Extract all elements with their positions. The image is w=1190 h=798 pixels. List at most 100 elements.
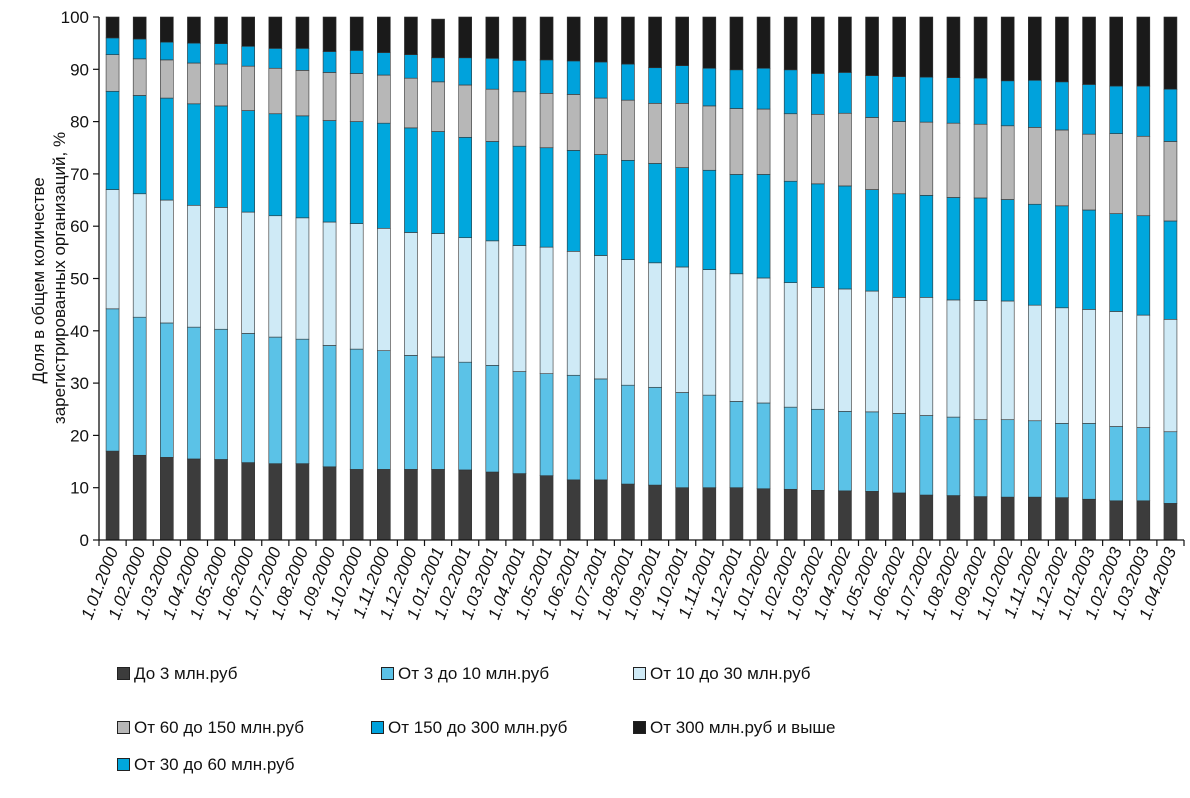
bar-segment-1-36 (1055, 497, 1069, 541)
bar-segment-5-3 (160, 59, 174, 99)
bar-segment-7-17 (539, 16, 554, 61)
y-tick-label: 70 (70, 165, 89, 184)
bar-segment-4-5 (214, 105, 228, 208)
bar-segment-4-16 (512, 145, 527, 246)
bar-segment-4-22 (675, 167, 689, 268)
bar-segment-1-28 (838, 490, 852, 541)
bar-segment-5-20 (621, 99, 635, 161)
legend-item: От 30 до 60 млн.руб (117, 755, 295, 775)
bars-group (105, 16, 1178, 541)
bar-segment-6-40 (1163, 88, 1178, 142)
bar-segment-6-33 (973, 77, 988, 125)
bar-segment-3-37 (1082, 309, 1096, 424)
bar-segment-3-13 (431, 233, 445, 358)
bar-segment-1-33 (973, 496, 988, 541)
bar-segment-1-32 (946, 495, 961, 541)
bar-segment-3-35 (1028, 304, 1042, 422)
bar-segment-6-25 (756, 67, 771, 110)
legend-label: От 3 до 10 млн.руб (398, 664, 550, 683)
bar-segment-1-25 (756, 488, 771, 541)
bar-segment-3-15 (485, 240, 500, 366)
bar-segment-2-10 (349, 348, 364, 470)
bar-segment-6-31 (919, 76, 934, 123)
bar-segment-7-40 (1163, 16, 1178, 90)
bar-segment-3-28 (838, 288, 852, 412)
bar-segment-1-6 (241, 462, 255, 541)
bar-segment-6-39 (1136, 85, 1151, 137)
bar-segment-7-31 (919, 16, 934, 78)
bar-segment-5-38 (1109, 133, 1123, 214)
bar-segment-6-2 (132, 38, 147, 60)
bar-segment-5-23 (702, 105, 717, 171)
bar-segment-2-4 (187, 326, 201, 460)
bar-segment-3-10 (349, 223, 364, 350)
bar-segment-7-10 (349, 16, 364, 51)
bar-segment-5-21 (648, 103, 662, 164)
y-tick-label: 90 (70, 60, 89, 79)
bar-segment-5-15 (485, 88, 500, 142)
bar-segment-7-20 (621, 16, 635, 65)
bar-segment-6-18 (566, 60, 581, 95)
bar-segment-6-36 (1055, 81, 1069, 131)
bar-segment-4-19 (594, 154, 608, 256)
bar-segment-1-39 (1136, 500, 1151, 541)
bar-segment-6-12 (404, 54, 418, 79)
y-tick-label: 80 (70, 113, 89, 132)
bar-segment-7-19 (594, 16, 608, 63)
bar-segment-2-36 (1055, 423, 1069, 498)
bar-segment-4-18 (566, 150, 581, 252)
bar-segment-1-31 (919, 494, 934, 541)
bar-segment-5-31 (919, 121, 934, 196)
bar-segment-1-5 (214, 459, 228, 541)
bar-segment-5-22 (675, 103, 689, 168)
bar-segment-2-5 (214, 328, 228, 460)
bar-segment-5-37 (1082, 133, 1096, 211)
bar-segment-6-27 (811, 73, 825, 115)
bar-segment-5-10 (349, 73, 364, 122)
bar-segment-2-29 (865, 411, 879, 492)
bar-segment-6-29 (865, 75, 879, 118)
bar-segment-2-18 (566, 374, 581, 481)
bar-segment-2-34 (1000, 419, 1015, 498)
bar-segment-4-26 (783, 180, 798, 283)
bar-segment-1-17 (539, 475, 554, 541)
bar-segment-1-9 (322, 466, 337, 541)
legend-item: От 300 млн.руб и выше (633, 718, 836, 738)
bar-segment-6-9 (322, 51, 337, 73)
bar-segment-4-10 (349, 121, 364, 224)
legend-swatch (117, 667, 130, 680)
bar-segment-2-15 (485, 365, 500, 473)
legend-swatch (117, 721, 130, 734)
bar-segment-2-27 (811, 408, 825, 491)
y-tick-label: 10 (70, 479, 89, 498)
bar-segment-7-8 (295, 16, 310, 49)
bar-segment-6-30 (892, 76, 906, 122)
bar-segment-1-1 (105, 450, 120, 541)
bar-segment-1-4 (187, 458, 201, 541)
bar-segment-4-8 (295, 115, 310, 219)
bar-segment-5-33 (973, 123, 988, 199)
bar-segment-7-25 (756, 16, 771, 69)
y-tick-label: 30 (70, 374, 89, 393)
bar-segment-3-5 (214, 207, 228, 330)
bar-segment-1-7 (268, 463, 283, 541)
bar-segment-2-8 (295, 338, 310, 464)
bar-segment-3-14 (458, 237, 472, 363)
bar-segment-7-21 (648, 16, 662, 69)
bar-segment-4-28 (838, 185, 852, 290)
bar-segment-3-16 (512, 245, 527, 372)
bar-segment-7-33 (973, 16, 988, 79)
bar-segment-5-18 (566, 94, 581, 151)
bar-segment-1-20 (621, 483, 635, 541)
bar-segment-3-33 (973, 300, 988, 421)
bar-segment-5-4 (187, 62, 201, 105)
bar-segment-7-37 (1082, 16, 1096, 85)
bar-segment-2-11 (377, 350, 391, 470)
bar-segment-4-38 (1109, 213, 1123, 312)
bar-segment-5-14 (458, 84, 472, 138)
bar-segment-2-39 (1136, 427, 1151, 502)
legend-swatch (117, 758, 130, 771)
bar-segment-6-11 (377, 52, 391, 76)
bar-segment-4-32 (946, 197, 961, 301)
